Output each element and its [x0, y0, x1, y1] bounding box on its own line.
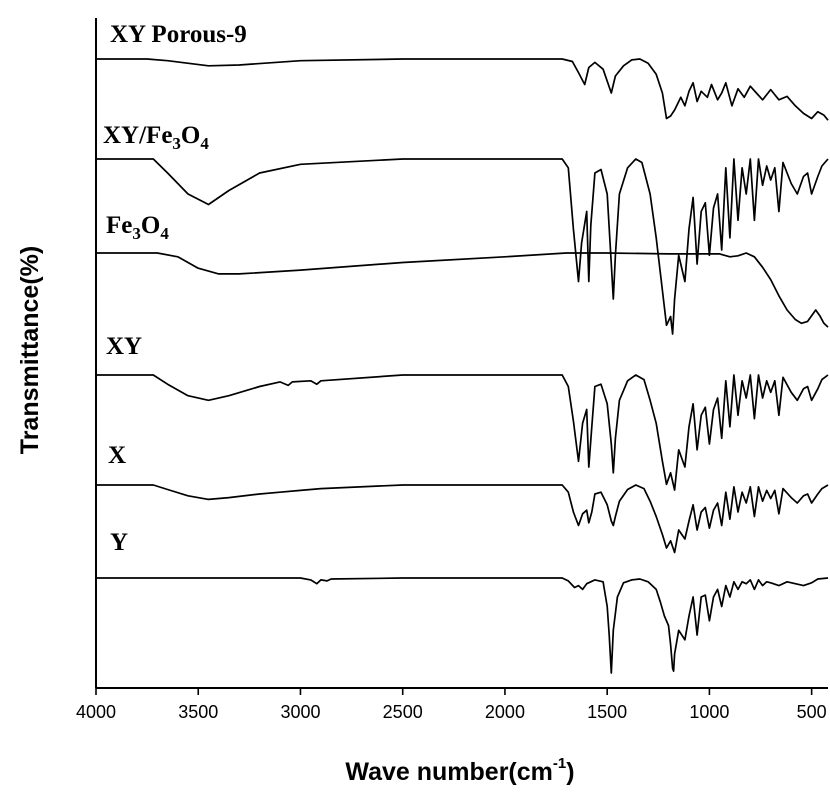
x-tick-label: 3000	[280, 702, 320, 722]
x-tick-label: 2500	[383, 702, 423, 722]
x-axis-title-suffix: )	[566, 758, 574, 786]
y-axis-title: Transmittance(%)	[16, 246, 44, 454]
x-tick-label: 2000	[485, 702, 525, 722]
x-axis-title: Wave number(cm-1)	[345, 755, 574, 786]
x-axis-title-superscript: -1	[553, 755, 566, 772]
series-label-text: Y	[110, 529, 128, 556]
spectrum-line	[96, 484, 829, 554]
x-tick-label: 3500	[178, 702, 218, 722]
x-axis-title-main: Wave number(cm	[345, 758, 552, 786]
series-label: XY/Fe3O4	[103, 122, 209, 153]
x-tick-label: 1000	[689, 702, 729, 722]
spectra-group	[96, 58, 829, 674]
series-label-subscript: 4	[200, 134, 209, 153]
series-label-text: O	[181, 122, 200, 149]
spectrum-line	[96, 58, 829, 121]
spectrum-line	[96, 577, 829, 674]
series-label-text: XY	[106, 333, 142, 360]
series-label-subscript: 4	[160, 224, 169, 243]
x-tick-label: 1500	[587, 702, 627, 722]
series-label-text: XY/Fe	[103, 122, 172, 149]
series-label: Fe3O4	[106, 212, 169, 243]
series-label-text: XY Porous-9	[110, 21, 247, 48]
series-label: XY	[106, 333, 142, 360]
series-label: XY Porous-9	[110, 21, 247, 48]
spectrum-line	[96, 252, 829, 328]
series-label-text: O	[141, 212, 160, 239]
series-label-subscript: 3	[172, 134, 181, 153]
series-label-text: X	[108, 442, 126, 469]
spectrum-line	[96, 374, 829, 491]
series-label: X	[108, 442, 126, 469]
series-label-subscript: 3	[132, 224, 141, 243]
series-label: Y	[110, 529, 128, 556]
x-tick-label: 4000	[76, 702, 116, 722]
axes-frame	[95, 18, 828, 689]
series-label-text: Fe	[106, 212, 132, 239]
x-ticks: 4000 3500 3000 2500 2000 1500 1000 500	[76, 688, 827, 722]
x-tick-label: 500	[797, 702, 827, 722]
spectrum-line	[96, 158, 829, 335]
